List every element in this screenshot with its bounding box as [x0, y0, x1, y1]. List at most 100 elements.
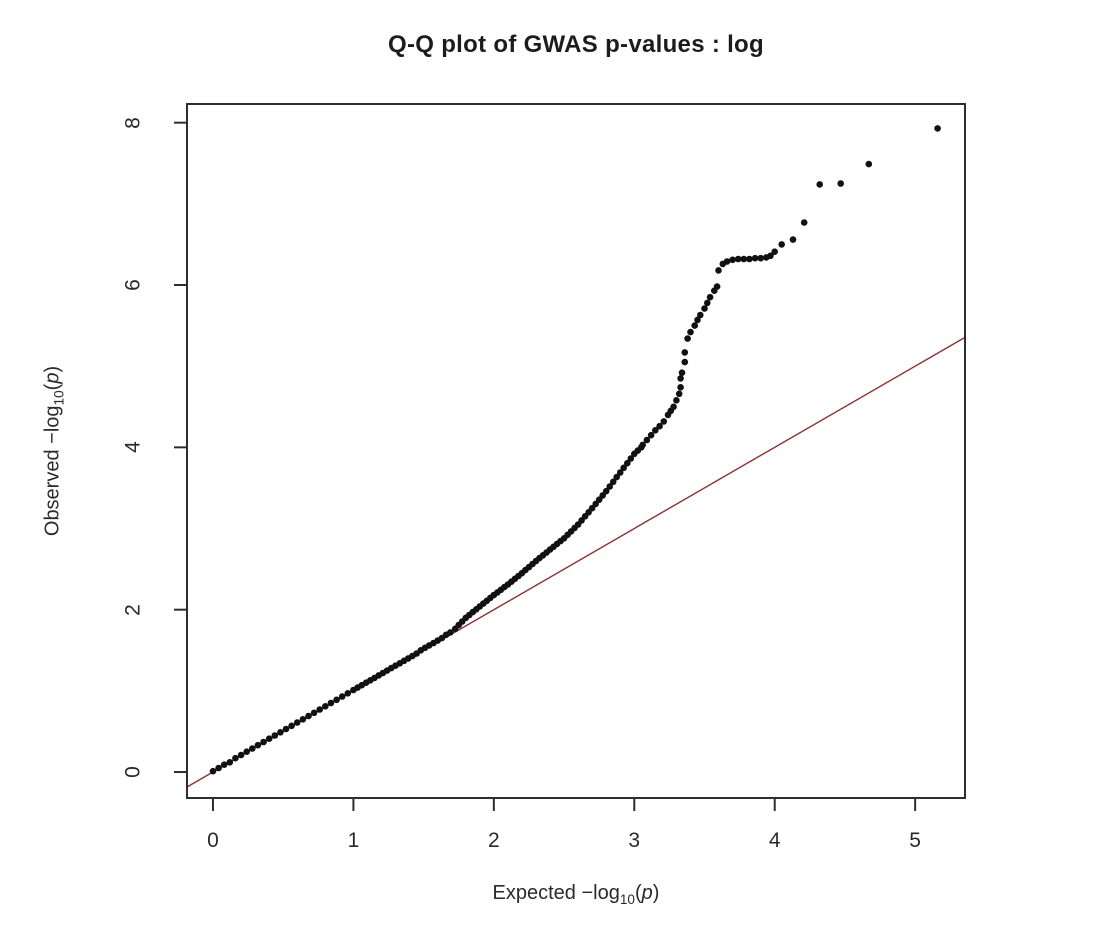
data-point — [701, 305, 708, 312]
data-point — [706, 293, 714, 301]
data-point — [789, 236, 797, 243]
data-point — [656, 422, 663, 430]
data-point — [254, 741, 262, 749]
data-point — [691, 322, 698, 329]
data-point — [723, 258, 731, 265]
data-point — [624, 459, 631, 467]
data-point — [715, 267, 722, 274]
x-tick-label: 0 — [207, 829, 219, 852]
data-point — [677, 375, 684, 382]
data-point — [729, 256, 736, 264]
data-point — [694, 316, 701, 324]
data-point — [778, 241, 785, 248]
data-point — [681, 358, 689, 366]
data-point — [670, 403, 677, 411]
y-axis-paren-open: ( — [41, 383, 64, 391]
data-point — [740, 255, 748, 263]
data-point — [226, 759, 234, 766]
data-point — [447, 629, 454, 636]
data-point — [704, 299, 711, 307]
data-point — [627, 455, 635, 462]
data-point — [237, 751, 245, 759]
data-point — [322, 703, 329, 710]
x-tick-label: 4 — [768, 829, 781, 852]
data-point — [681, 349, 689, 356]
data-point — [243, 748, 250, 755]
scatter-points — [209, 125, 941, 775]
data-point — [215, 764, 222, 772]
data-point — [934, 125, 941, 132]
plot-border — [186, 103, 966, 799]
x-tick-label: 1 — [347, 829, 360, 852]
data-point — [613, 473, 620, 481]
y-tick-label: 6 — [121, 279, 145, 291]
data-point — [639, 441, 646, 449]
data-point — [697, 311, 704, 319]
data-point — [232, 754, 239, 762]
data-point — [288, 722, 295, 730]
y-tick-label: 2 — [121, 603, 145, 616]
data-point — [209, 767, 217, 775]
data-point — [344, 690, 352, 697]
data-point — [327, 699, 335, 707]
data-point — [333, 696, 340, 704]
data-point — [606, 483, 613, 490]
data-point — [837, 180, 844, 187]
data-point — [746, 255, 753, 263]
data-point — [602, 487, 610, 495]
data-point — [816, 181, 823, 188]
data-point — [677, 384, 684, 391]
data-point — [757, 254, 764, 262]
y-axis-label: Observed −log10(p) — [42, 366, 67, 536]
x-tick-label: 3 — [628, 829, 641, 852]
y-tick-label: 8 — [121, 116, 145, 129]
x-tick-label: 2 — [488, 829, 500, 852]
data-point — [643, 436, 651, 444]
x-tick-label: 5 — [909, 829, 921, 852]
x-axis-label-sub: 10 — [619, 892, 635, 907]
data-point — [684, 335, 691, 342]
y-tick-label: 4 — [121, 441, 145, 454]
data-point — [767, 252, 774, 260]
x-axis-label-fn: −log — [581, 882, 620, 904]
data-point — [620, 464, 627, 472]
data-point — [220, 761, 228, 768]
data-point — [316, 706, 323, 713]
data-point — [249, 745, 256, 752]
data-point — [282, 725, 290, 733]
y-tick-label: 0 — [121, 766, 145, 778]
data-point — [771, 248, 778, 255]
data-point — [751, 254, 759, 262]
x-axis-label: Expected −log10(p) — [187, 882, 965, 907]
y-axis-label-fn: −log — [41, 405, 64, 444]
data-point — [687, 328, 694, 336]
plot-canvas — [174, 103, 966, 811]
x-axis-paren-close: ) — [652, 882, 660, 904]
data-point — [647, 431, 655, 439]
y-axis-paren-close: ) — [41, 365, 64, 373]
data-point — [277, 729, 284, 736]
data-point — [678, 369, 686, 377]
data-point — [338, 693, 346, 700]
x-axis-paren-open: ( — [634, 882, 642, 904]
data-point — [675, 390, 683, 398]
data-point — [609, 478, 617, 486]
data-point — [265, 735, 273, 742]
plot-title: Q-Q plot of GWAS p-values : log — [388, 31, 764, 58]
data-point — [673, 397, 680, 404]
data-point — [734, 255, 742, 263]
data-point — [271, 732, 279, 739]
data-point — [713, 283, 721, 290]
data-point — [310, 709, 318, 717]
x-axis-var: p — [641, 882, 653, 904]
x-axis-label-text: Expected — [492, 882, 582, 904]
data-point — [299, 716, 307, 723]
data-point — [260, 738, 267, 746]
y-axis-var: p — [41, 372, 64, 384]
data-point — [652, 427, 659, 434]
y-axis-label-text: Observed — [41, 443, 64, 537]
data-point — [305, 712, 312, 720]
data-point — [293, 719, 301, 726]
data-point — [616, 469, 624, 476]
